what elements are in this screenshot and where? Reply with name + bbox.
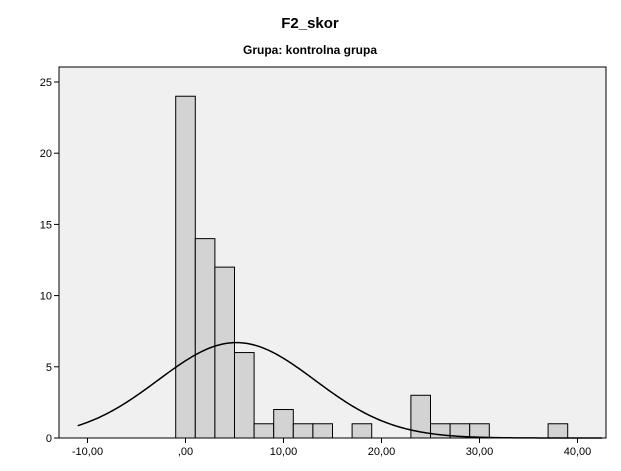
x-tick-label: -10,00 xyxy=(72,446,103,458)
y-tick-label: 0 xyxy=(46,433,52,445)
x-tick-label: 30,00 xyxy=(466,446,494,458)
histogram-bar xyxy=(253,423,275,439)
histogram-bar xyxy=(410,394,431,439)
histogram-bar xyxy=(273,409,294,439)
y-tick-label: 15 xyxy=(40,219,52,231)
y-tick-label: 10 xyxy=(40,291,52,303)
histogram-bar xyxy=(312,423,333,439)
histogram-bar xyxy=(292,423,314,439)
chart-subtitle: Grupa: kontrolna grupa xyxy=(243,43,377,57)
histogram-bar xyxy=(469,423,490,439)
histogram-bar xyxy=(214,266,235,439)
histogram-bar xyxy=(351,423,373,439)
y-axis: 0 5 10 15 20 25 xyxy=(40,77,59,445)
chart-title: F2_skor xyxy=(281,15,339,32)
x-tick-label: ,00 xyxy=(178,446,193,458)
x-tick-label: 40,00 xyxy=(564,446,592,458)
histogram-bars xyxy=(175,95,569,439)
x-tick-label: 20,00 xyxy=(368,446,396,458)
plot-area xyxy=(58,66,607,439)
y-tick-label: 20 xyxy=(40,148,52,160)
histogram-bar xyxy=(547,423,569,439)
y-tick-label: 25 xyxy=(40,77,52,89)
normal-curve xyxy=(77,341,602,439)
x-axis: -10,00 ,00 10,00 20,00 30,00 40,00 xyxy=(72,438,591,458)
histogram-bar xyxy=(194,238,216,439)
x-tick-label: 10,00 xyxy=(270,446,298,458)
histogram-bar xyxy=(234,352,255,439)
y-tick-label: 5 xyxy=(46,362,52,374)
histogram-bar xyxy=(175,95,196,439)
